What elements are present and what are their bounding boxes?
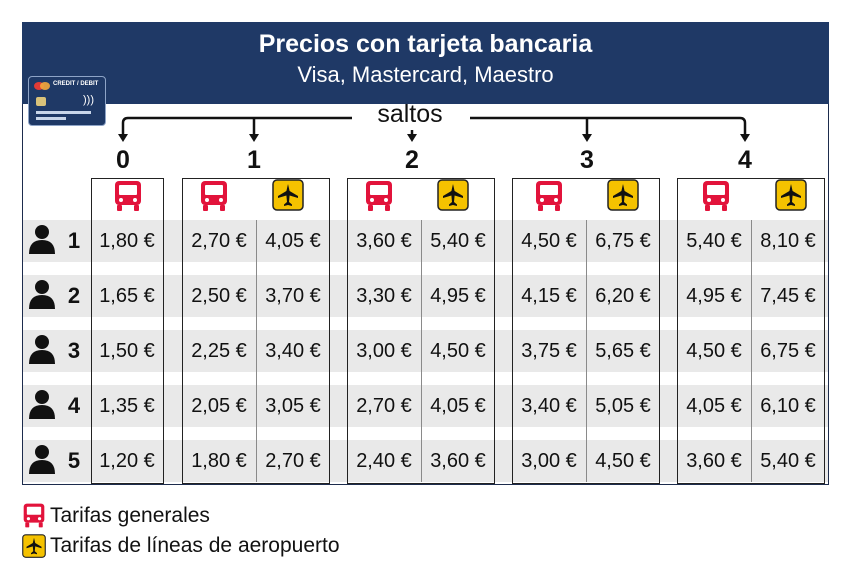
price-cell: 1,35 €	[99, 395, 155, 417]
persons-count: 2	[67, 283, 81, 308]
price-cell: 3,00 €	[521, 450, 577, 472]
page-subtitle: Visa, Mastercard, Maestro	[297, 62, 554, 87]
persons-count: 4	[67, 393, 81, 418]
row-band	[23, 330, 828, 372]
price-cell: 2,70 €	[265, 450, 321, 472]
person-icon	[29, 280, 55, 309]
legend-airport: Tarifas de líneas de aeropuerto	[22, 534, 340, 558]
price-cell: 5,40 €	[760, 450, 816, 472]
zone-1-number: 1	[247, 146, 261, 174]
price-cell: 3,40 €	[521, 395, 577, 417]
zone-0-box	[91, 178, 164, 484]
person-icon	[29, 225, 55, 254]
price-cell: 3,60 €	[430, 450, 486, 472]
price-cell: 1,80 €	[99, 230, 155, 252]
airplane-icon	[22, 534, 46, 558]
price-cell: 2,40 €	[356, 450, 412, 472]
price-cell: 3,30 €	[356, 285, 412, 307]
person-icon	[29, 445, 55, 474]
zone-2-number: 2	[405, 146, 419, 174]
column-divider	[256, 220, 257, 482]
bus-icon	[23, 503, 45, 528]
airplane-icon	[775, 179, 807, 211]
person-icon	[29, 335, 55, 364]
price-cell: 2,05 €	[191, 395, 247, 417]
price-cell: 5,40 €	[430, 230, 486, 252]
price-cell: 3,00 €	[356, 340, 412, 362]
page-title: Precios con tarjeta bancaria	[258, 30, 593, 58]
zone-3-number: 3	[580, 146, 594, 174]
bus-icon	[536, 181, 562, 211]
row-band	[23, 440, 828, 482]
row-band	[23, 275, 828, 317]
price-cell: 3,75 €	[521, 340, 577, 362]
airplane-icon	[272, 179, 304, 211]
price-cell: 2,70 €	[191, 230, 247, 252]
price-cell: 4,05 €	[265, 230, 321, 252]
price-cell: 3,05 €	[265, 395, 321, 417]
zone-3-box	[512, 178, 660, 484]
bus-icon	[201, 181, 227, 211]
zone-4-number: 4	[738, 146, 752, 174]
column-divider	[751, 220, 752, 482]
row-band	[23, 220, 828, 262]
saltos-label: saltos	[377, 100, 443, 128]
price-cell: 4,05 €	[686, 395, 742, 417]
legend-general: Tarifas generales	[22, 502, 210, 529]
price-cell: 1,80 €	[191, 450, 247, 472]
price-cell: 5,65 €	[595, 340, 651, 362]
header-banner: Precios con tarjeta bancaria Visa, Maste…	[22, 22, 829, 104]
price-cell: 7,45 €	[760, 285, 816, 307]
card-label: CREDIT / DEBIT	[53, 81, 99, 87]
price-cell: 1,50 €	[99, 340, 155, 362]
column-divider	[421, 220, 422, 482]
persons-count: 3	[67, 338, 81, 363]
price-cell: 6,10 €	[760, 395, 816, 417]
price-cell: 4,50 €	[521, 230, 577, 252]
price-cell: 4,50 €	[595, 450, 651, 472]
price-cell: 6,20 €	[595, 285, 651, 307]
zone-4-box	[677, 178, 825, 484]
price-cell: 1,20 €	[99, 450, 155, 472]
price-cell: 6,75 €	[760, 340, 816, 362]
price-cell: 1,65 €	[99, 285, 155, 307]
price-cell: 3,60 €	[686, 450, 742, 472]
zone-0-number: 0	[116, 146, 130, 174]
price-cell: 3,70 €	[265, 285, 321, 307]
persons-count: 1	[67, 228, 81, 253]
persons-count: 5	[67, 448, 81, 473]
price-cell: 6,75 €	[595, 230, 651, 252]
row-band	[23, 385, 828, 427]
price-cell: 4,95 €	[430, 285, 486, 307]
price-cell: 2,25 €	[191, 340, 247, 362]
price-cell: 8,10 €	[760, 230, 816, 252]
price-cell: 3,60 €	[356, 230, 412, 252]
price-cell: 5,40 €	[686, 230, 742, 252]
price-cell: 5,05 €	[595, 395, 651, 417]
bus-icon	[366, 181, 392, 211]
price-cell: 4,95 €	[686, 285, 742, 307]
price-cell: 4,05 €	[430, 395, 486, 417]
price-cell: 3,40 €	[265, 340, 321, 362]
credit-card-icon: CREDIT / DEBIT )))	[28, 76, 106, 126]
price-cell: 4,15 €	[521, 285, 577, 307]
zone-2-box	[347, 178, 495, 484]
legend-general-label: Tarifas generales	[50, 503, 210, 527]
airplane-icon	[437, 179, 469, 211]
column-divider	[586, 220, 587, 482]
price-cell: 4,50 €	[430, 340, 486, 362]
price-cell: 2,50 €	[191, 285, 247, 307]
zone-1-box	[182, 178, 330, 484]
legend-airport-label: Tarifas de líneas de aeropuerto	[50, 534, 340, 557]
price-cell: 4,50 €	[686, 340, 742, 362]
bus-icon	[703, 181, 729, 211]
bus-icon	[115, 181, 141, 211]
person-icon	[29, 390, 55, 419]
price-cell: 2,70 €	[356, 395, 412, 417]
airplane-icon	[607, 179, 639, 211]
